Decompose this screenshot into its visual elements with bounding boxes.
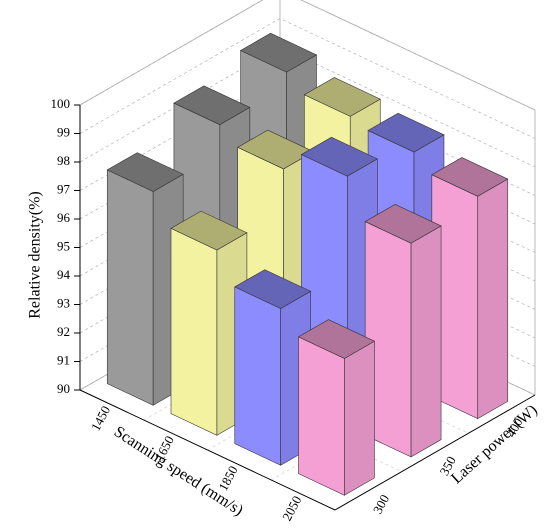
- z-tick-label: 94: [57, 267, 71, 282]
- bar-top: [300, 136, 378, 177]
- bar: [297, 319, 376, 496]
- z-tick-label: 97: [57, 181, 71, 196]
- z-tick-label: 96: [57, 210, 71, 225]
- z-tick-label: 91: [57, 352, 70, 367]
- bar-top: [170, 210, 248, 251]
- bar-top: [364, 203, 442, 244]
- z-tick-label: 92: [57, 324, 70, 339]
- bar-top: [431, 157, 509, 197]
- bar-top: [234, 269, 312, 309]
- z-axis-title: Relative density(%): [27, 191, 44, 319]
- bar-side: [477, 178, 509, 420]
- z-tick-label: 95: [57, 238, 70, 253]
- z-tick-label: 99: [57, 124, 70, 139]
- wall-edge: [79, 0, 264, 106]
- bar-top: [173, 85, 251, 126]
- z-tick-label: 90: [57, 381, 70, 396]
- bar-top: [239, 32, 318, 73]
- x-tick-label: 1450: [88, 403, 113, 433]
- y-tick-label: 300: [370, 492, 392, 516]
- bar-front: [234, 286, 281, 466]
- z-tick-label: 93: [57, 295, 70, 310]
- z-tick-label: 100: [51, 96, 71, 111]
- bar-top: [297, 319, 376, 359]
- y-axis: [334, 394, 536, 511]
- bar: [431, 157, 509, 420]
- bar-front: [298, 336, 345, 496]
- bar: [170, 210, 248, 436]
- x-axis: [79, 389, 336, 511]
- bar-top: [367, 112, 445, 153]
- bar-top: [303, 77, 381, 117]
- bar-side: [344, 340, 375, 496]
- wall-edge: [300, 0, 536, 111]
- y-axis-title: Laser power (W): [448, 402, 541, 488]
- z-tick-label: 98: [57, 153, 70, 168]
- bar-front: [170, 227, 218, 436]
- bar: [364, 203, 442, 458]
- x-tick-label: 2050: [279, 493, 304, 523]
- bar-top: [106, 152, 184, 192]
- bar-side: [410, 225, 442, 458]
- bar-front: [106, 169, 154, 406]
